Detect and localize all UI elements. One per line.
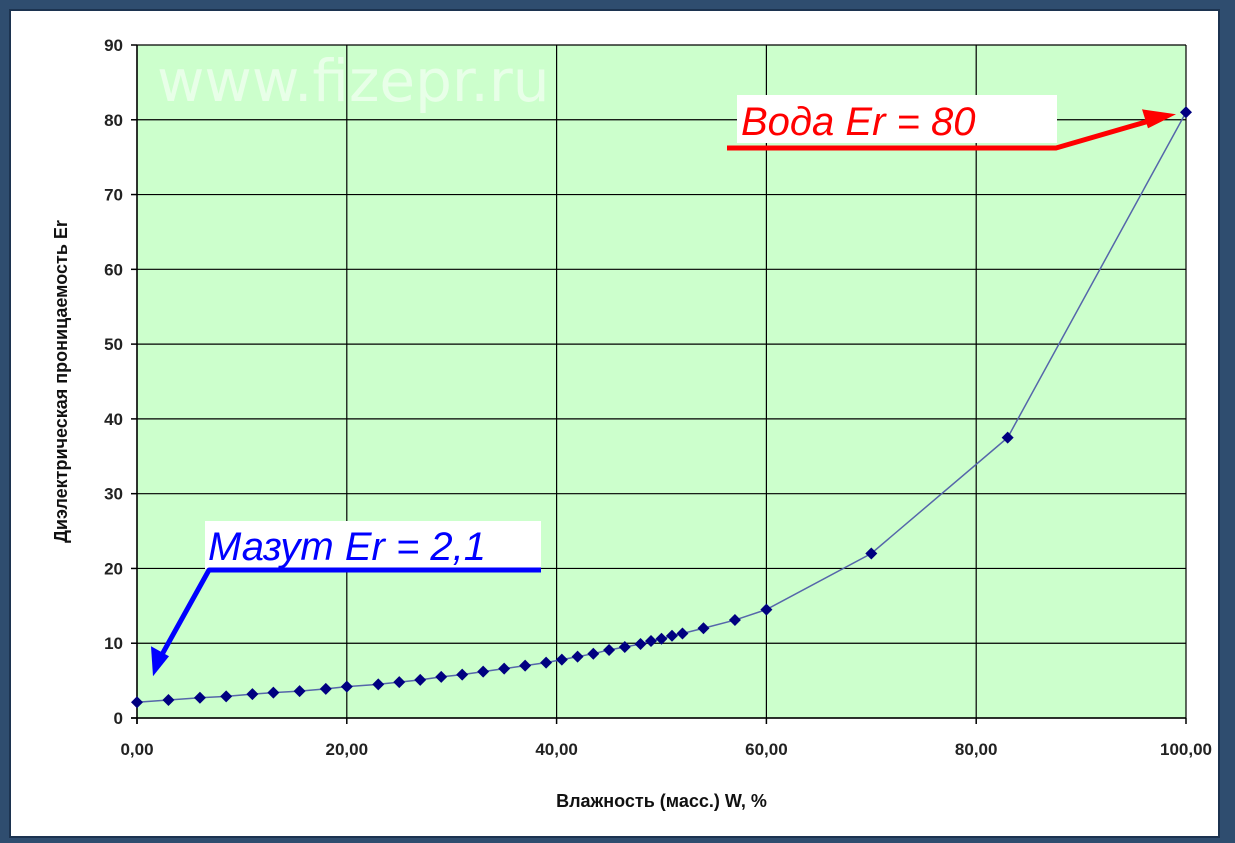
x-tick-labels: 0,00 20,00 40,00 60,00 80,00 100,00 — [120, 740, 1212, 759]
annotation-arrow-line — [158, 567, 541, 658]
x-tick-label: 40,00 — [535, 740, 578, 759]
x-axis-label: Влажность (масс.) W, % — [556, 791, 767, 811]
data-point — [267, 686, 280, 699]
y-tick-label: 90 — [104, 36, 123, 55]
data-point — [587, 647, 600, 660]
annotation-box — [737, 95, 1057, 143]
series-line — [136, 111, 1187, 704]
x-tick-label: 80,00 — [955, 740, 998, 759]
y-tick-label: 60 — [104, 260, 123, 279]
data-point — [162, 694, 175, 707]
data-point — [634, 637, 647, 650]
annotation-label: Мазут Er = 2,1 — [208, 525, 486, 569]
data-point — [456, 668, 469, 681]
chart-frame: 0 10 20 30 40 50 60 70 80 90 0,00 20,00 40,00 60,00 8… — [9, 9, 1220, 838]
data-point — [246, 688, 259, 701]
data-point — [865, 547, 878, 560]
data-point — [131, 696, 143, 709]
data-point — [414, 673, 427, 686]
plot-area — [137, 45, 1186, 718]
annotation-label: Вода Er = 80 — [741, 100, 975, 144]
data-point — [477, 665, 490, 678]
data-point — [519, 659, 532, 672]
y-tick-label: 50 — [104, 335, 123, 354]
data-point — [393, 676, 406, 689]
data-point — [603, 643, 616, 656]
data-point — [319, 682, 332, 695]
data-point — [1180, 106, 1192, 119]
data-point — [340, 680, 353, 693]
data-point — [193, 691, 206, 704]
dielectric-chart: 0 10 20 30 40 50 60 70 80 90 0,00 20,00 40,00 60,00 8… — [51, 36, 1212, 811]
data-point — [498, 662, 511, 675]
y-tick-label: 80 — [104, 111, 123, 130]
data-point — [540, 656, 553, 669]
y-tick-label: 10 — [104, 634, 123, 653]
data-point — [665, 629, 678, 642]
data-point — [555, 653, 568, 666]
annotation-box — [205, 521, 541, 569]
data-series — [131, 106, 1192, 709]
axes — [131, 44, 1187, 724]
data-point — [435, 670, 448, 683]
data-point — [1001, 431, 1014, 444]
data-point — [645, 634, 658, 647]
annotation-arrowhead — [1142, 109, 1176, 129]
data-point — [293, 685, 306, 698]
annotation-arrow-line — [727, 118, 1149, 151]
data-point — [618, 640, 631, 653]
x-tick-label: 20,00 — [326, 740, 369, 759]
y-tick-labels: 0 10 20 30 40 50 60 70 80 90 — [104, 36, 123, 728]
x-tick-label: 60,00 — [745, 740, 788, 759]
y-tick-label: 0 — [114, 709, 123, 728]
y-axis-label: Диэлектрическая проницаемость Er — [51, 220, 71, 543]
y-tick-label: 40 — [104, 410, 123, 429]
annotation-arrowhead — [151, 646, 169, 677]
data-point — [655, 632, 668, 645]
x-tick-label: 100,00 — [1160, 740, 1212, 759]
data-point — [728, 614, 741, 627]
watermark: www.fizepr.ru — [157, 47, 549, 115]
data-point — [676, 627, 689, 640]
data-point — [760, 603, 773, 616]
data-point — [372, 678, 385, 691]
annotations: Вода Er = 80 Мазут Er = 2,1 — [151, 95, 1176, 677]
y-tick-label: 30 — [104, 485, 123, 504]
x-tick-label: 0,00 — [120, 740, 153, 759]
data-point — [220, 690, 233, 703]
y-tick-label: 20 — [104, 559, 123, 578]
data-point — [697, 622, 710, 635]
y-tick-label: 70 — [104, 186, 123, 205]
data-point — [571, 650, 584, 663]
